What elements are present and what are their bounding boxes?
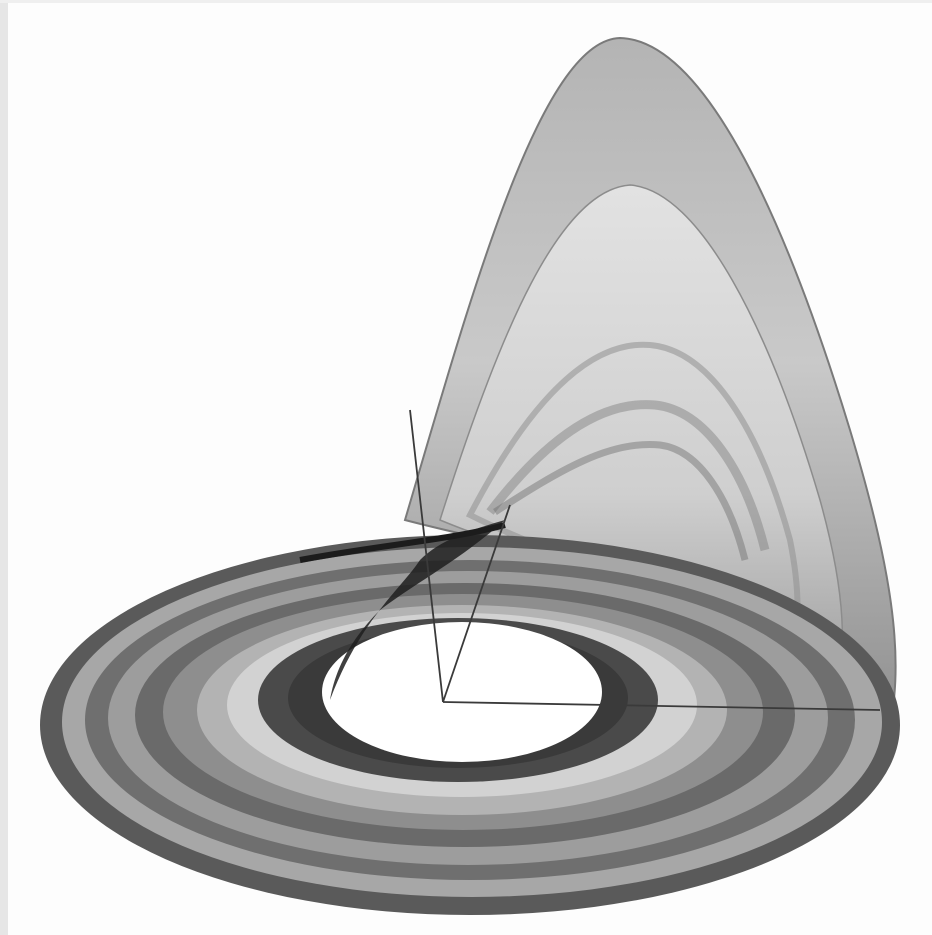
coordinate-axes bbox=[409, 409, 881, 711]
fold-inner-3 bbox=[486, 400, 770, 552]
spiral-hole bbox=[322, 622, 602, 762]
fold-inner-4 bbox=[493, 440, 749, 561]
attractor-twist-edge bbox=[299, 522, 506, 563]
attractor-spiral bbox=[40, 535, 900, 915]
left-border bbox=[0, 0, 8, 935]
axis-x bbox=[442, 701, 881, 711]
axis-z bbox=[409, 409, 444, 703]
top-border bbox=[0, 0, 932, 3]
axis-y bbox=[442, 504, 511, 703]
